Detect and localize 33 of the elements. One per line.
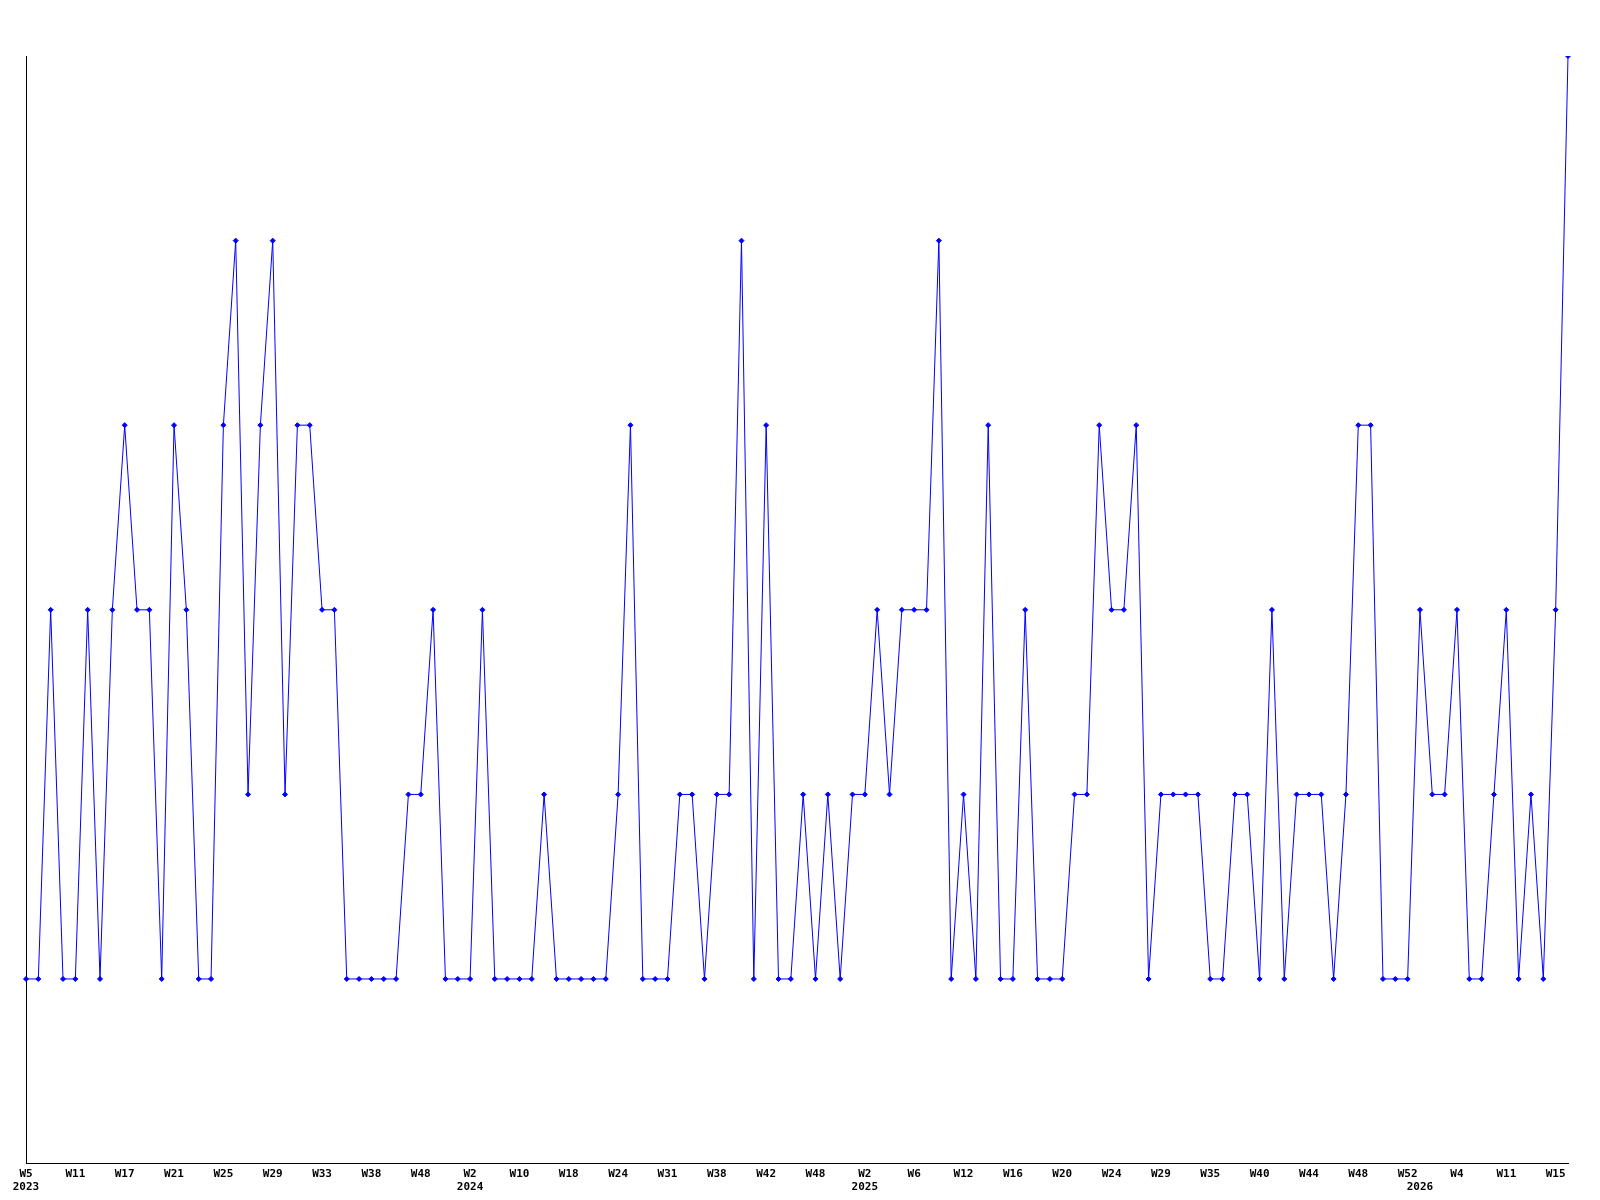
x-tick-label: W21 bbox=[164, 1167, 185, 1181]
x-tick-label: W4 bbox=[1450, 1167, 1464, 1181]
x-tick-label: W29 bbox=[1150, 1167, 1171, 1181]
x-tick-label: W42 bbox=[756, 1167, 777, 1181]
x-tick-label: W48 bbox=[410, 1167, 431, 1181]
x-tick-label: W35 bbox=[1200, 1167, 1221, 1181]
x-tick-label: W16 bbox=[1002, 1167, 1024, 1181]
x-tick-label: W40 bbox=[1249, 1167, 1270, 1181]
x-tick-label: W6 bbox=[907, 1167, 922, 1181]
x-tick-label: W17 bbox=[114, 1167, 135, 1181]
x-tick-label: W12 bbox=[953, 1167, 974, 1181]
x-tick-label: W31 bbox=[657, 1167, 678, 1181]
x-tick-label: W48 bbox=[805, 1167, 826, 1181]
x-tick-label: W18 bbox=[558, 1167, 579, 1181]
x-tick-label: W25 bbox=[213, 1167, 234, 1181]
x-tick-label: W52 bbox=[1397, 1167, 1418, 1181]
x-tick-label: W48 bbox=[1348, 1167, 1369, 1181]
x-tick-label: W29 bbox=[262, 1167, 283, 1181]
x-tick-label: W10 bbox=[509, 1167, 530, 1181]
x-tick-label: W38 bbox=[361, 1167, 382, 1181]
x-tick-label: 2026 bbox=[1406, 1180, 1434, 1194]
x-tick-label: W33 bbox=[312, 1167, 332, 1181]
x-tick-label: W5 2023 bbox=[12, 1167, 40, 1194]
x-tick-label: W11 bbox=[65, 1167, 86, 1181]
x-tick-label: W44 bbox=[1299, 1167, 1320, 1181]
x-tick-label: W2 2024 bbox=[456, 1167, 484, 1194]
x-tick-label: W2 2025 bbox=[851, 1167, 879, 1194]
x-tick-label: W20 bbox=[1052, 1167, 1073, 1181]
x-tick-label: W24 bbox=[1101, 1167, 1122, 1181]
x-tick-label: W11 bbox=[1496, 1167, 1517, 1181]
x-tick-label: W15 bbox=[1545, 1167, 1566, 1181]
x-tick-label: W38 bbox=[706, 1167, 727, 1181]
x-tick-label: W24 bbox=[608, 1167, 629, 1181]
